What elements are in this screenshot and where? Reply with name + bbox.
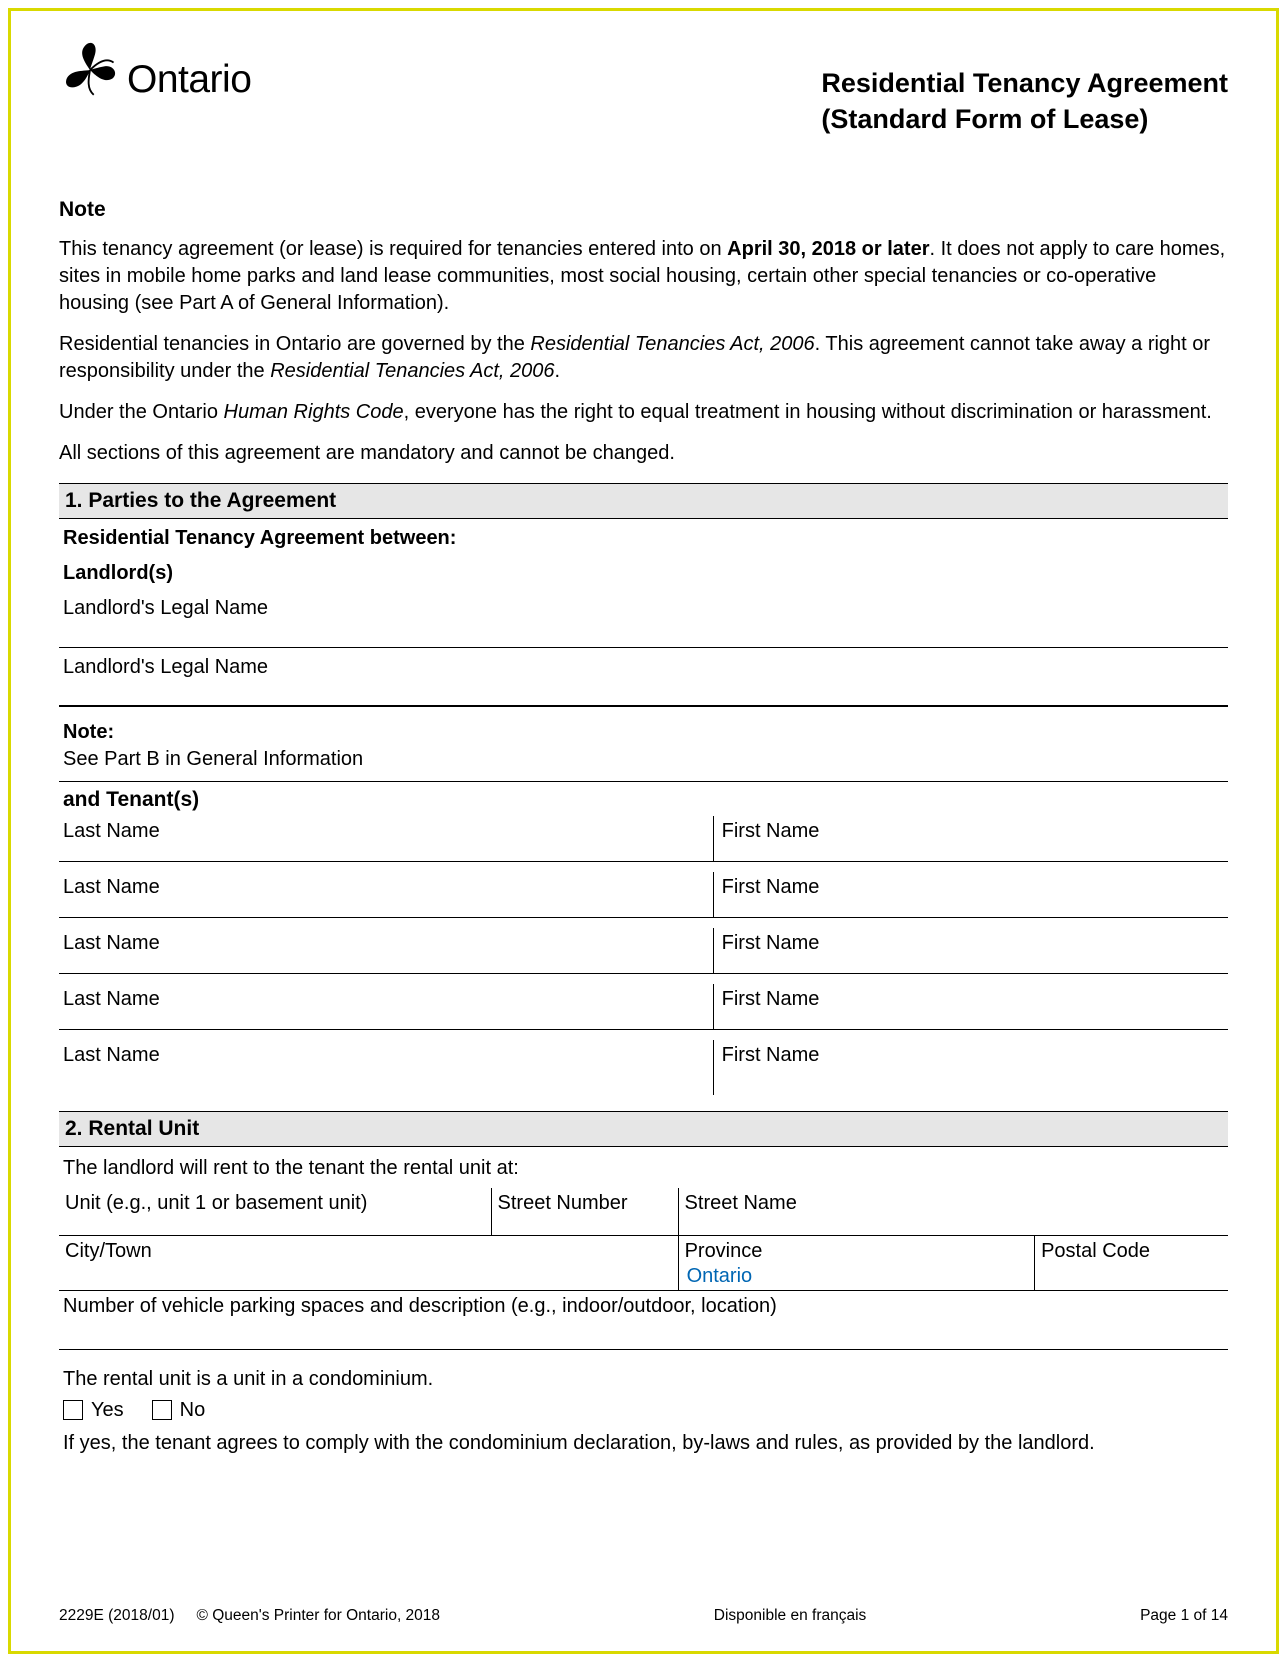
landlords-heading: Landlord(s) [59,554,1228,589]
note-p3: Under the Ontario Human Rights Code, eve… [59,399,1228,426]
note-heading: Note [59,198,1228,222]
trillium-icon [59,39,121,101]
postal-label: Postal Code [1035,1236,1228,1290]
last-name-label: Last Name [59,872,714,917]
title-line-2: (Standard Form of Lease) [821,101,1228,137]
section-2-header: 2. Rental Unit [59,1111,1228,1147]
landlord-1-label: Landlord's Legal Name [59,591,1228,622]
form-number: 2229E (2018/01) [59,1607,174,1625]
page-container: Ontario Residential Tenancy Agreement (S… [59,39,1228,1651]
note-p2: Residential tenancies in Ontario are gov… [59,331,1228,385]
tenant-row-1[interactable]: Last Name First Name [59,816,1228,862]
city-label: City/Town [59,1236,679,1290]
condo-no-option[interactable]: No [152,1399,206,1422]
unit-label: Unit (e.g., unit 1 or basement unit) [59,1188,492,1235]
last-name-label: Last Name [59,928,714,973]
header: Ontario Residential Tenancy Agreement (S… [59,39,1228,138]
landlord-1-field[interactable]: Landlord's Legal Name [59,591,1228,648]
tenant-row-3[interactable]: Last Name First Name [59,928,1228,974]
province-label: Province [685,1240,1029,1263]
first-name-label: First Name [714,872,1228,917]
tenant-row-4[interactable]: Last Name First Name [59,984,1228,1030]
logo-text: Ontario [127,58,251,102]
document-title: Residential Tenancy Agreement (Standard … [821,39,1228,138]
note-box-title: Note: [63,721,1224,744]
parking-field[interactable] [59,1320,1228,1350]
no-label: No [180,1399,206,1422]
note-box: Note: See Part B in General Information [59,713,1228,782]
first-name-label: First Name [714,816,1228,861]
first-name-label: First Name [714,1040,1228,1095]
page-footer: 2229E (2018/01) © Queen's Printer for On… [59,1607,1228,1625]
condo-checkboxes: Yes No [59,1399,1228,1432]
street-number-label: Street Number [492,1188,679,1235]
tenants-heading: and Tenant(s) [59,782,1228,816]
last-name-label: Last Name [59,816,714,861]
tenant-row-5[interactable]: Last Name First Name [59,1040,1228,1095]
section-1-header: 1. Parties to the Agreement [59,483,1228,519]
last-name-label: Last Name [59,1040,714,1095]
landlord-2-field[interactable]: Landlord's Legal Name [59,650,1228,707]
note-section: Note This tenancy agreement (or lease) i… [59,198,1228,467]
note-p4: All sections of this agreement are manda… [59,440,1228,467]
page-number: Page 1 of 14 [1140,1607,1228,1625]
last-name-label: Last Name [59,984,714,1029]
first-name-label: First Name [714,928,1228,973]
checkbox-icon[interactable] [152,1400,172,1420]
copyright: © Queen's Printer for Ontario, 2018 [196,1607,440,1625]
landlord-2-label: Landlord's Legal Name [59,650,1228,681]
ontario-logo: Ontario [59,39,251,101]
note-p1: This tenancy agreement (or lease) is req… [59,236,1228,317]
tenant-row-2[interactable]: Last Name First Name [59,872,1228,918]
title-line-1: Residential Tenancy Agreement [821,65,1228,101]
street-name-label: Street Name [679,1188,1228,1235]
checkbox-icon[interactable] [63,1400,83,1420]
yes-label: Yes [91,1399,124,1422]
address-row-2[interactable]: City/Town Province Ontario Postal Code [59,1236,1228,1291]
condo-yes-option[interactable]: Yes [63,1399,124,1422]
note-box-body: See Part B in General Information [63,748,1224,771]
french-available: Disponible en français [714,1607,867,1625]
province-value: Ontario [685,1263,1029,1288]
province-cell: Province Ontario [679,1236,1036,1290]
first-name-label: First Name [714,984,1228,1029]
condo-question: The rental unit is a unit in a condomini… [59,1362,1228,1399]
address-row-1[interactable]: Unit (e.g., unit 1 or basement unit) Str… [59,1188,1228,1236]
agreement-between: Residential Tenancy Agreement between: [59,519,1228,554]
parking-label: Number of vehicle parking spaces and des… [59,1291,1228,1320]
condo-followup: If yes, the tenant agrees to comply with… [59,1432,1228,1459]
rental-intro: The landlord will rent to the tenant the… [59,1147,1228,1188]
